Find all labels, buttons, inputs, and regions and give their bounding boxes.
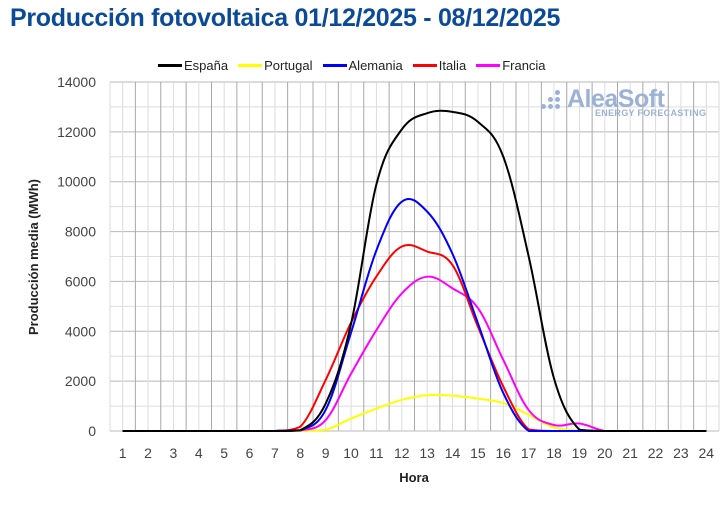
legend-swatch-icon	[158, 64, 182, 67]
x-tick-label: 10	[343, 445, 359, 461]
x-tick-label: 11	[369, 445, 384, 461]
y-tick-label: 2000	[65, 373, 96, 389]
y-tick-label: 10000	[57, 174, 96, 190]
x-axis-ticks: 1 2 3 4 5 6 7 8 9 10 11 12 13 14 15 16 17 18 19 20 21 22 23 24	[119, 445, 715, 461]
legend-swatch-icon	[476, 64, 501, 67]
y-tick-label: 14000	[57, 74, 96, 90]
series-line-espana	[122, 109, 707, 432]
x-tick-label: 17	[521, 445, 537, 461]
legend-label: España	[184, 58, 229, 73]
aleasoft-watermark: AleaSoft ENERGY FORECASTING	[541, 86, 707, 118]
x-tick-label: 22	[648, 445, 664, 461]
legend-item-portugal: Portugal	[238, 58, 313, 73]
legend-item-italia: Italia	[412, 58, 467, 73]
legend-item-alemania: Alemania	[322, 58, 403, 73]
watermark-brand: AleaSoft	[541, 86, 706, 112]
x-tick-label: 1	[119, 445, 127, 461]
x-tick-label: 23	[673, 445, 689, 461]
legend-label: Francia	[502, 58, 546, 73]
x-tick-label: 8	[296, 445, 304, 461]
x-tick-label: 2	[144, 445, 152, 461]
y-tick-label: 8000	[65, 224, 96, 240]
y-axis-title: Producción media (MWh)	[26, 179, 41, 335]
grid-lines	[109, 81, 720, 432]
y-tick-label: 6000	[65, 273, 96, 289]
series-lines	[122, 109, 707, 432]
chart-title: Producción fotovoltaica 01/12/2025 - 08/…	[10, 4, 561, 32]
x-tick-label: 9	[322, 445, 330, 461]
chart-legend: España Portugal Alemania Italia Francia	[158, 58, 546, 73]
legend-label: Alemania	[348, 58, 403, 73]
x-tick-label: 18	[546, 445, 562, 461]
y-tick-label: 4000	[65, 323, 96, 339]
y-tick-label: 12000	[57, 124, 96, 140]
x-tick-label: 3	[170, 445, 178, 461]
legend-swatch-icon	[412, 64, 437, 67]
legend-item-francia: Francia	[476, 58, 546, 73]
y-tick-label: 0	[88, 423, 96, 439]
x-tick-label: 7	[271, 445, 279, 461]
x-tick-label: 13	[419, 445, 435, 461]
x-tick-label: 20	[597, 445, 613, 461]
legend-label: Portugal	[264, 58, 313, 73]
aleasoft-logo-icon	[541, 90, 565, 110]
x-tick-label: 14	[445, 445, 461, 461]
x-axis-title: Hora	[399, 470, 429, 485]
x-tick-label: 6	[246, 445, 254, 461]
x-tick-label: 5	[220, 445, 228, 461]
legend-swatch-icon	[322, 64, 347, 67]
x-tick-label: 4	[195, 445, 203, 461]
legend-label: Italia	[438, 58, 467, 73]
y-axis-ticks: 0 2000 4000 6000 8000 10000 12000 14000	[57, 74, 96, 439]
x-tick-label: 21	[622, 445, 638, 461]
x-tick-label: 24	[699, 445, 715, 461]
legend-item-espana: España	[158, 58, 228, 73]
watermark-tagline: ENERGY FORECASTING	[595, 108, 707, 118]
legend-swatch-icon	[238, 64, 263, 67]
x-tick-label: 19	[572, 445, 588, 461]
x-tick-label: 12	[394, 445, 410, 461]
x-tick-label: 16	[496, 445, 512, 461]
x-tick-label: 15	[470, 445, 486, 461]
